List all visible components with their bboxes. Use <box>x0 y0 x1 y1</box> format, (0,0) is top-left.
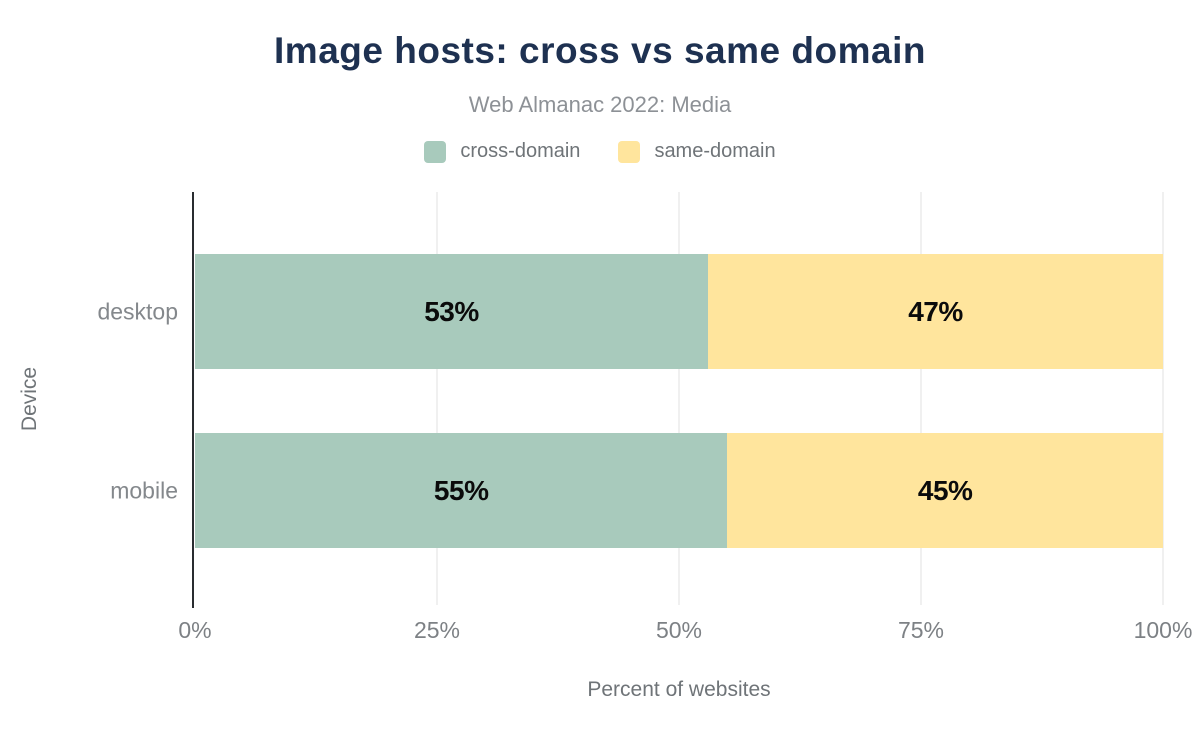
plot-area: 53% 47% 55% 45% <box>192 192 1164 608</box>
bar-segment-desktop-cross-domain[interactable]: 53% <box>195 254 709 369</box>
bar-row-mobile: 55% 45% <box>195 433 1163 548</box>
y-axis-line <box>192 192 194 608</box>
bar-segment-mobile-same-domain[interactable]: 45% <box>727 433 1163 548</box>
bar-segment-desktop-same-domain[interactable]: 47% <box>708 254 1163 369</box>
y-axis-category-labels: desktop mobile <box>0 0 178 742</box>
chart-subtitle: Web Almanac 2022: Media <box>468 92 732 117</box>
legend-label: cross-domain <box>460 140 581 162</box>
bar-row-desktop: 53% 47% <box>195 254 1163 369</box>
y-category-label-mobile: mobile <box>110 477 178 503</box>
legend-swatch-icon <box>618 140 641 163</box>
x-tick-label-0%: 0% <box>178 617 212 643</box>
chart-title: Image hosts: cross vs same domain <box>274 30 926 71</box>
legend-swatch-icon <box>424 140 447 163</box>
x-axis-tick-labels: 0% 25% 50% 75% 100% <box>178 617 1192 647</box>
bar-value-label: 53% <box>424 295 479 327</box>
x-tick-label-100%: 100% <box>1133 617 1193 643</box>
bar-value-label: 47% <box>908 295 963 327</box>
x-axis-title: Percent of websites <box>587 678 771 701</box>
gridline-100% <box>1162 192 1164 605</box>
gridline-50% <box>678 192 680 605</box>
bar-value-label: 45% <box>917 474 973 506</box>
y-category-label-desktop: desktop <box>97 298 178 324</box>
x-tick-label-25%: 25% <box>413 617 461 643</box>
legend-item-cross-domain: cross-domain <box>424 140 580 163</box>
x-tick-label-50%: 50% <box>655 617 703 643</box>
bar-segment-mobile-cross-domain[interactable]: 55% <box>195 433 728 548</box>
bar-value-label: 55% <box>433 474 489 506</box>
legend-item-same-domain: same-domain <box>618 140 776 163</box>
x-tick-label-75%: 75% <box>897 617 945 643</box>
gridline-75% <box>920 192 922 605</box>
chart-legend: cross-domain same-domain <box>0 140 1200 163</box>
legend-label: same-domain <box>654 140 776 162</box>
gridline-25% <box>436 192 438 605</box>
